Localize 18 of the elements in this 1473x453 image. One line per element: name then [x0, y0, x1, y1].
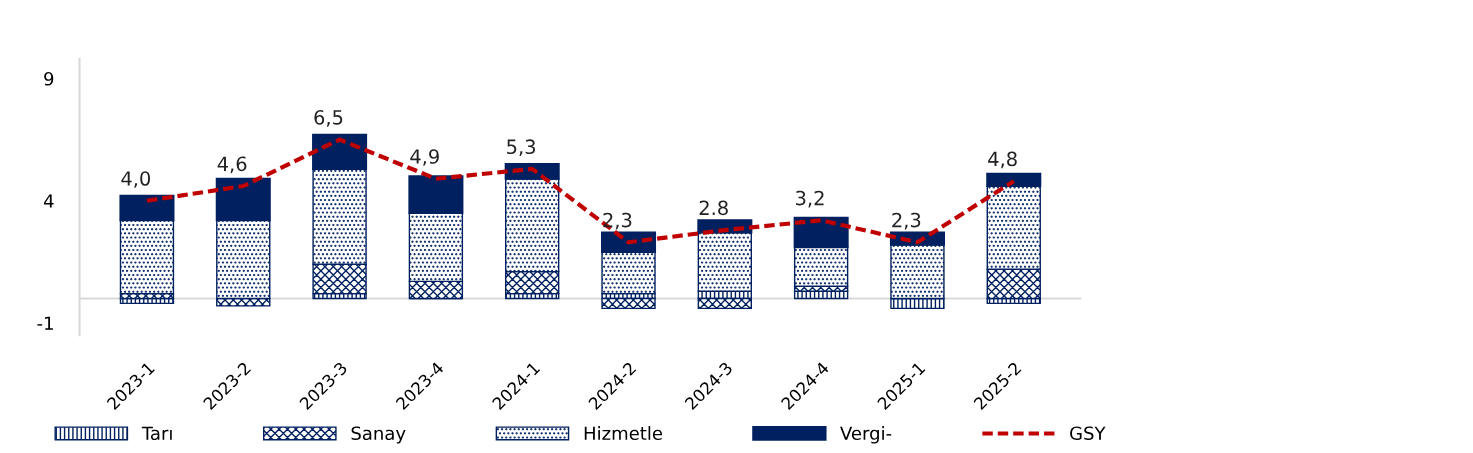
legend-label: Hizmetle — [584, 426, 663, 441]
data-label: 2.8 — [699, 200, 728, 216]
legend-label: Sanay — [351, 426, 406, 444]
data-label: 4,9 — [410, 149, 439, 166]
y-tick-label: -1 — [37, 316, 53, 330]
legend-label: Tarı — [141, 426, 172, 441]
data-label: 3,2 — [796, 190, 824, 208]
data-label: 4,8 — [988, 151, 1017, 169]
y-tick-label: 4 — [43, 194, 54, 208]
y-tick-label: 9 — [44, 71, 54, 86]
data-label: 4,6 — [217, 156, 247, 174]
legend-label: GSY — [1070, 426, 1106, 441]
data-label: 2,3 — [603, 212, 632, 230]
data-label: 6,5 — [314, 110, 343, 127]
data-label: 5,3 — [507, 139, 535, 157]
data-label: 4,0 — [121, 171, 151, 188]
data-label: 2,3 — [892, 212, 921, 230]
legend-label: Vergi- — [840, 426, 892, 444]
